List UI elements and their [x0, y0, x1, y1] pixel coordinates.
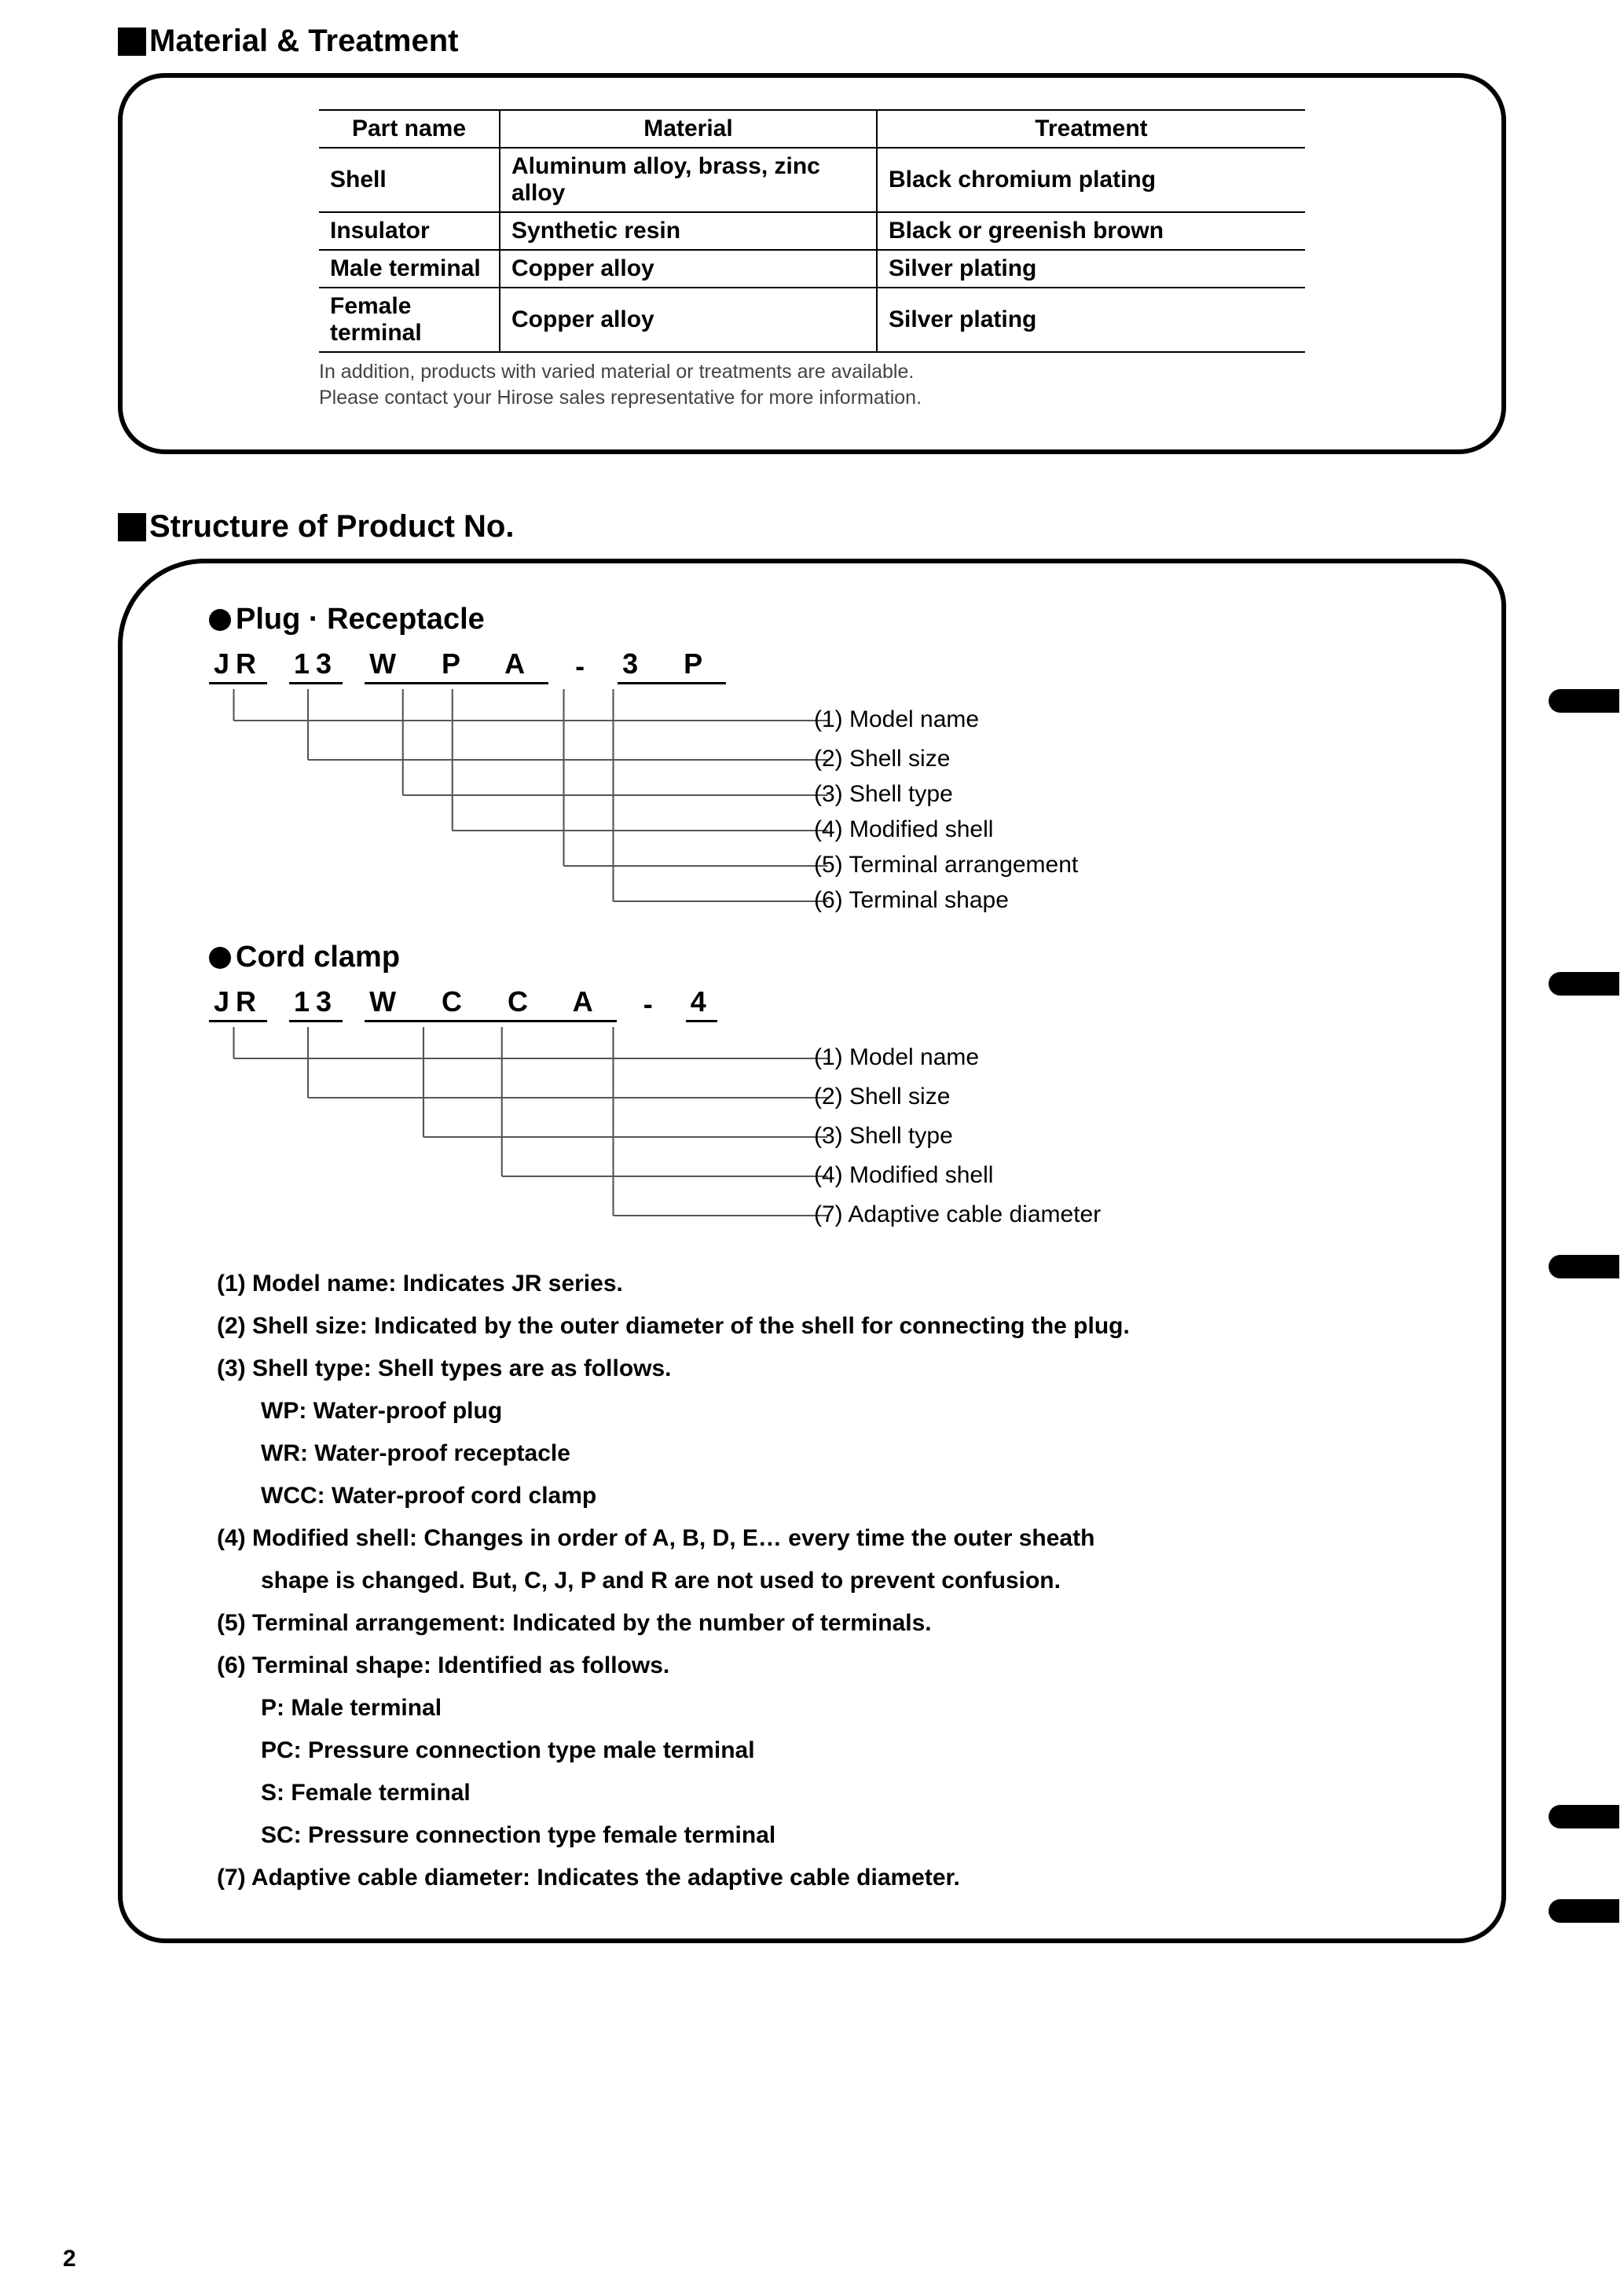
- code-seg-type: W P A: [365, 647, 548, 684]
- subheading-cord-text: Cord clamp: [236, 941, 400, 974]
- def-sc: SC: Pressure connection type female term…: [261, 1814, 1446, 1857]
- label-model-name: (1) Model name: [814, 1044, 979, 1071]
- def-modified-shell-1: (4) Modified shell: Changes in order of …: [217, 1517, 1446, 1560]
- material-box: Part name Material Treatment Shell Alumi…: [118, 73, 1506, 454]
- table-row: Shell Aluminum alloy, brass, zinc alloy …: [319, 148, 1305, 212]
- table-row: Male terminal Copper alloy Silver platin…: [319, 250, 1305, 288]
- table-header-row: Part name Material Treatment: [319, 110, 1305, 148]
- def-p: P: Male terminal: [261, 1687, 1446, 1729]
- def-shell-type: (3) Shell type: Shell types are as follo…: [217, 1348, 1446, 1390]
- def-s: S: Female terminal: [261, 1772, 1446, 1814]
- def-pc: PC: Pressure connection type male termin…: [261, 1729, 1446, 1772]
- binding-mark-icon: [1549, 1805, 1619, 1828]
- subheading-plug-text: Plug · Receptacle: [236, 603, 485, 636]
- cell: Synthetic resin: [500, 212, 877, 250]
- def-terminal-arrangement: (5) Terminal arrangement: Indicated by t…: [217, 1602, 1446, 1645]
- material-notes: In addition, products with varied materi…: [319, 359, 1305, 410]
- definitions-list: (1) Model name: Indicates JR series. (2)…: [217, 1263, 1446, 1899]
- table-row: Insulator Synthetic resin Black or green…: [319, 212, 1305, 250]
- label-shell-type: (3) Shell type: [814, 1123, 953, 1150]
- code-seg-size: 13: [289, 647, 343, 684]
- label-shell-size: (2) Shell size: [814, 1084, 950, 1110]
- material-note-1: In addition, products with varied materi…: [319, 359, 1305, 385]
- code-dash: -: [639, 988, 664, 1022]
- product-code-plug: JR 13 W P A - 3 P: [209, 647, 1446, 684]
- heading-material-text: Material & Treatment: [149, 24, 458, 59]
- cell: Insulator: [319, 212, 500, 250]
- cell: Silver plating: [877, 250, 1305, 288]
- page: Material & Treatment Part name Material …: [0, 0, 1624, 2296]
- subheading-plug: Plug · Receptacle: [209, 603, 1446, 636]
- subheading-cord: Cord clamp: [209, 941, 1446, 974]
- heading-structure: Structure of Product No.: [118, 509, 1506, 545]
- col-material: Material: [500, 110, 877, 148]
- structure-box: Plug · Receptacle JR 13 W P A - 3 P: [118, 559, 1506, 1943]
- def-wr: WR: Water-proof receptacle: [261, 1432, 1446, 1475]
- square-bullet-icon: [118, 513, 146, 541]
- heading-material: Material & Treatment: [118, 24, 1506, 59]
- cell: Aluminum alloy, brass, zinc alloy: [500, 148, 877, 212]
- label-terminal-arrangement: (5) Terminal arrangement: [814, 852, 1078, 878]
- code-seg-size: 13: [289, 985, 343, 1022]
- binding-mark-icon: [1549, 689, 1619, 713]
- cell: Black or greenish brown: [877, 212, 1305, 250]
- material-note-2: Please contact your Hirose sales represe…: [319, 385, 1305, 411]
- cell: Black chromium plating: [877, 148, 1305, 212]
- col-part-name: Part name: [319, 110, 500, 148]
- cell: Male terminal: [319, 250, 500, 288]
- def-wp: WP: Water-proof plug: [261, 1390, 1446, 1432]
- product-code-cord: JR 13 W C C A - 4: [209, 985, 1446, 1022]
- table-row: Female terminal Copper alloy Silver plat…: [319, 288, 1305, 352]
- def-terminal-shape: (6) Terminal shape: Identified as follow…: [217, 1645, 1446, 1687]
- square-bullet-icon: [118, 28, 146, 56]
- cell: Copper alloy: [500, 288, 877, 352]
- circle-bullet-icon: [209, 609, 231, 631]
- cell: Silver plating: [877, 288, 1305, 352]
- code-seg-term: 3 P: [618, 647, 726, 684]
- heading-structure-text: Structure of Product No.: [149, 509, 514, 545]
- label-adaptive-cable: (7) Adaptive cable diameter: [814, 1201, 1101, 1228]
- col-treatment: Treatment: [877, 110, 1305, 148]
- def-wcc: WCC: Water-proof cord clamp: [261, 1475, 1446, 1517]
- page-number: 2: [63, 2246, 76, 2272]
- circle-bullet-icon: [209, 947, 231, 969]
- binding-mark-icon: [1549, 1255, 1619, 1278]
- code-seg-model: JR: [209, 647, 267, 684]
- code-seg-model: JR: [209, 985, 267, 1022]
- label-shell-type: (3) Shell type: [814, 781, 953, 808]
- label-shell-size: (2) Shell size: [814, 746, 950, 772]
- label-model-name: (1) Model name: [814, 706, 979, 733]
- leader-diagram-plug: (1) Model name (2) Shell size (3) Shell …: [209, 689, 1446, 917]
- leader-diagram-cord: (1) Model name (2) Shell size (3) Shell …: [209, 1027, 1446, 1231]
- cell: Female terminal: [319, 288, 500, 352]
- def-model-name: (1) Model name: Indicates JR series.: [217, 1263, 1446, 1305]
- cell: Copper alloy: [500, 250, 877, 288]
- material-table: Part name Material Treatment Shell Alumi…: [319, 109, 1305, 353]
- label-terminal-shape: (6) Terminal shape: [814, 887, 1009, 914]
- label-modified-shell: (4) Modified shell: [814, 816, 993, 843]
- def-adaptive-cable: (7) Adaptive cable diameter: Indicates t…: [217, 1857, 1446, 1899]
- def-modified-shell-2: shape is changed. But, C, J, P and R are…: [261, 1560, 1446, 1602]
- cell: Shell: [319, 148, 500, 212]
- binding-mark-icon: [1549, 1899, 1619, 1923]
- code-dash: -: [570, 650, 596, 684]
- code-seg-diameter: 4: [686, 985, 717, 1022]
- binding-mark-icon: [1549, 972, 1619, 996]
- code-seg-type: W C C A: [365, 985, 617, 1022]
- label-modified-shell: (4) Modified shell: [814, 1162, 993, 1189]
- def-shell-size: (2) Shell size: Indicated by the outer d…: [217, 1305, 1446, 1348]
